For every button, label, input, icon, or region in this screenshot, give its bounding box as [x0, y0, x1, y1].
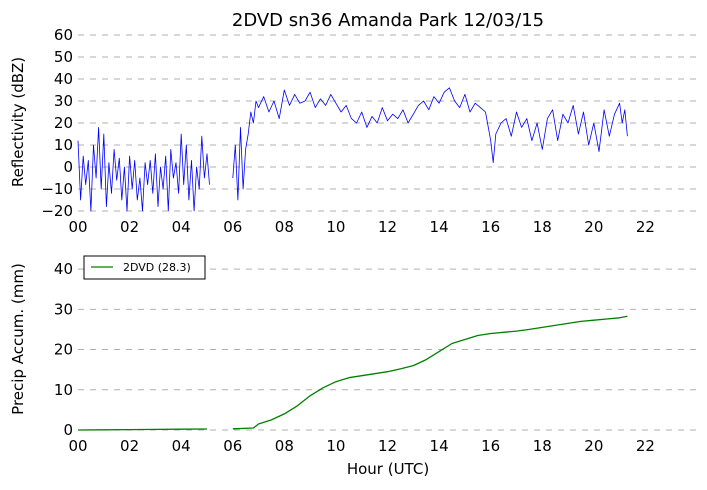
y-tick-label: 30: [54, 92, 73, 110]
x-tick-label: 20: [584, 218, 603, 236]
x-tick-label: 12: [378, 437, 397, 455]
y-tick-label: 40: [54, 70, 73, 88]
y-tick-label: 40: [54, 260, 73, 278]
reflectivity-series: [77, 87, 628, 212]
precip-x-ticks: 00 02 04 06 08 10 12 14 16 18 20 22: [68, 437, 655, 455]
x-tick-label: 06: [223, 218, 242, 236]
x-tick-label: 02: [120, 218, 139, 236]
x-tick-label: 14: [430, 218, 449, 236]
reflectivity-grid: [78, 34, 697, 212]
y-tick-label: −10: [41, 180, 73, 198]
x-tick-label: 10: [326, 437, 345, 455]
y-tick-label: 20: [54, 341, 73, 359]
x-tick-label: 08: [275, 218, 294, 236]
y-tick-label: 10: [54, 381, 73, 399]
series-line: [232, 315, 628, 430]
x-tick-label: 04: [172, 437, 191, 455]
y-tick-label: 0: [63, 158, 73, 176]
legend-box: [83, 255, 206, 280]
precip-series: [77, 315, 628, 431]
x-tick-label: 12: [378, 218, 397, 236]
legend: 2DVD (28.3): [83, 255, 206, 280]
precip-y-axis-label: Precip Accum. (mm): [9, 263, 27, 415]
y-tick-label: 20: [54, 114, 73, 132]
x-tick-label: 22: [636, 218, 655, 236]
reflectivity-x-ticks: 00 02 04 06 08 10 12 14 16 18 20 22: [68, 218, 655, 236]
x-tick-label: 16: [481, 218, 500, 236]
precip-y-ticks: 0 10 20 30 40: [54, 260, 73, 439]
x-tick-label: 08: [275, 437, 294, 455]
y-tick-label: −20: [41, 202, 73, 220]
series-line: [77, 127, 210, 212]
legend-label-2dvd: 2DVD (28.3): [123, 261, 191, 274]
x-tick-label: 00: [68, 437, 87, 455]
x-tick-label: 20: [584, 437, 603, 455]
reflectivity-y-ticks: −20 −10 0 10 20 30 40 50 60: [41, 26, 73, 220]
x-tick-label: 10: [326, 218, 345, 236]
y-tick-label: 10: [54, 136, 73, 154]
series-line: [232, 87, 628, 201]
x-tick-label: 02: [120, 437, 139, 455]
x-tick-label: 22: [636, 437, 655, 455]
precip-grid: [78, 268, 697, 431]
y-tick-label: 30: [54, 300, 73, 318]
reflectivity-y-axis-label: Reflectivity (dBZ): [9, 57, 27, 187]
x-tick-label: 14: [430, 437, 449, 455]
x-tick-label: 18: [533, 437, 552, 455]
x-tick-label: 00: [68, 218, 87, 236]
x-tick-label: 18: [533, 218, 552, 236]
x-tick-label: 04: [172, 218, 191, 236]
x-tick-label: 06: [223, 437, 242, 455]
series-line: [77, 428, 208, 431]
precip-x-axis-label: Hour (UTC): [347, 460, 429, 478]
x-tick-label: 16: [481, 437, 500, 455]
y-tick-label: 60: [54, 26, 73, 44]
y-tick-label: 0: [63, 421, 73, 439]
y-tick-label: 50: [54, 48, 73, 66]
chart-title: 2DVD sn36 Amanda Park 12/03/15: [232, 10, 544, 31]
